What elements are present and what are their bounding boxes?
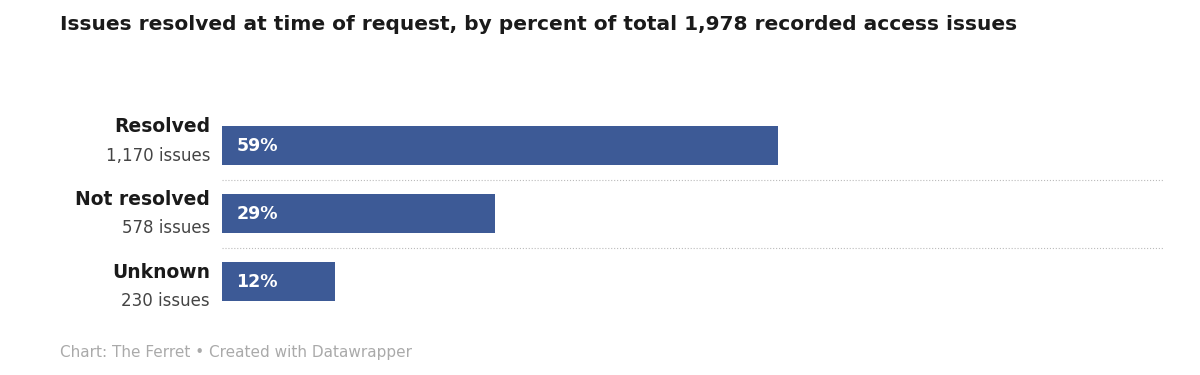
Text: 59%: 59% [236, 137, 277, 155]
Text: Issues resolved at time of request, by percent of total 1,978 recorded access is: Issues resolved at time of request, by p… [60, 15, 1018, 34]
Bar [222, 126, 778, 165]
Text: Unknown: Unknown [112, 262, 210, 282]
Bar [222, 194, 496, 234]
Text: 12%: 12% [236, 273, 277, 291]
Text: Resolved: Resolved [114, 117, 210, 136]
Text: 230 issues: 230 issues [121, 291, 210, 309]
Bar [222, 262, 335, 302]
Text: 1,170 issues: 1,170 issues [106, 147, 210, 165]
Text: Not resolved: Not resolved [76, 190, 210, 209]
Text: Chart: The Ferret • Created with Datawrapper: Chart: The Ferret • Created with Datawra… [60, 345, 412, 360]
Text: 578 issues: 578 issues [121, 219, 210, 237]
Text: 29%: 29% [236, 205, 277, 223]
